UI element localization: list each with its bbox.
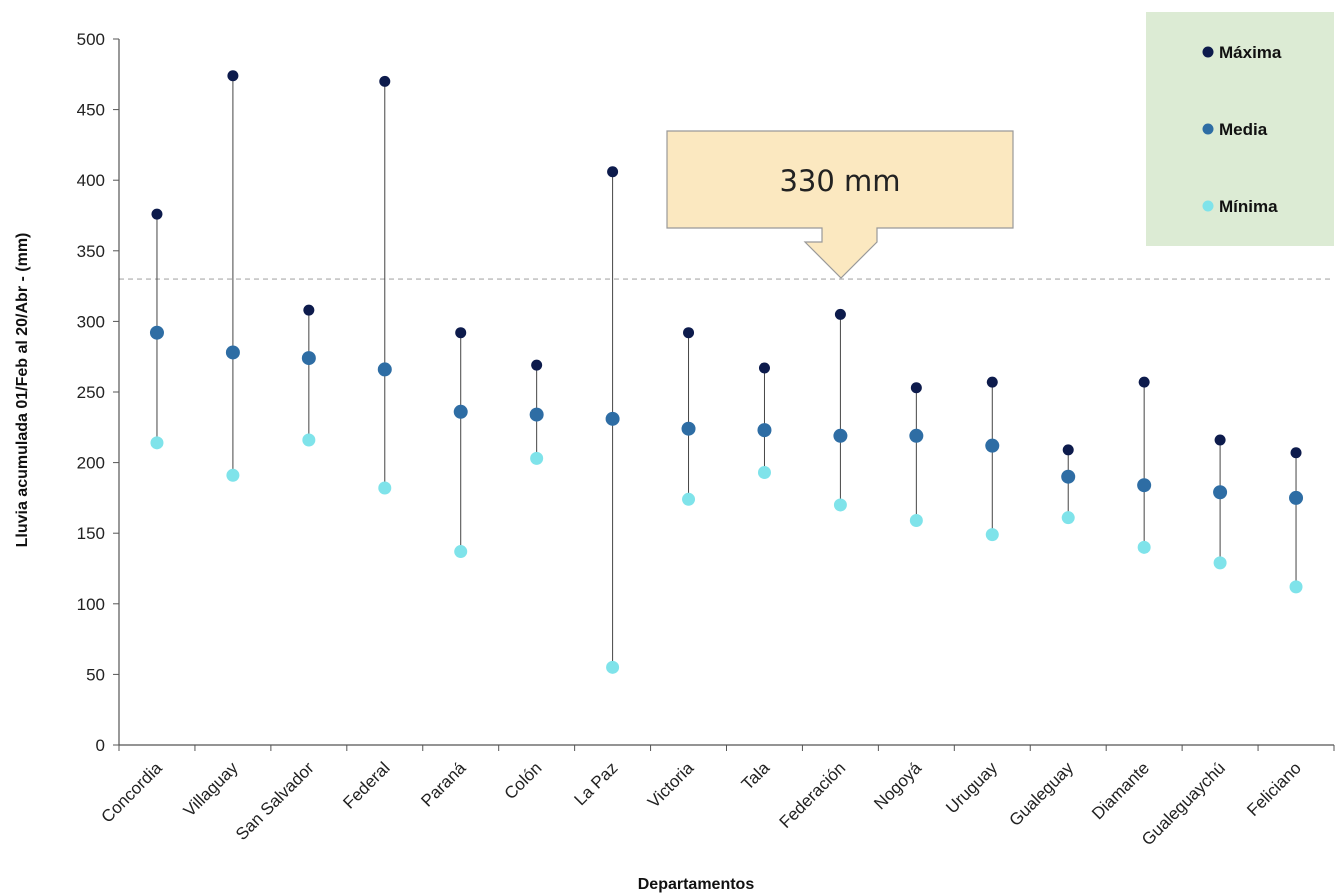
- point-minima: [1061, 511, 1075, 525]
- point-maxima: [1290, 447, 1302, 459]
- x-axis-title: Departamentos: [638, 876, 755, 893]
- y-tick-label: 500: [77, 30, 105, 49]
- legend-entries: Máxima Media Mínima: [1202, 43, 1282, 216]
- callout: 330 mm: [666, 130, 1014, 279]
- y-tick-label: 50: [86, 665, 105, 684]
- point-minima: [1289, 580, 1303, 594]
- point-maxima: [607, 166, 619, 178]
- point-minima: [909, 513, 923, 527]
- y-tick-label: 350: [77, 242, 105, 261]
- callout-arrow-box: [666, 130, 1014, 279]
- x-tick-label: Gualeguay: [1005, 758, 1077, 830]
- legend-marker-maxima: [1202, 46, 1214, 58]
- point-minima: [530, 451, 544, 465]
- point-maxima: [1138, 376, 1150, 388]
- point-minima: [985, 528, 999, 542]
- point-media: [1061, 469, 1076, 484]
- y-tick-label: 0: [96, 736, 105, 755]
- x-tick-label: San Salvador: [232, 758, 318, 844]
- axes-group: [113, 38, 1335, 751]
- point-maxima: [151, 208, 163, 220]
- x-tick-label: Concordia: [98, 758, 167, 827]
- x-tick-label: Colón: [501, 758, 546, 803]
- x-tick-label: Federación: [776, 758, 850, 832]
- point-media: [1137, 478, 1152, 493]
- legend-marker-minima: [1202, 200, 1214, 212]
- y-tick-label: 250: [77, 383, 105, 402]
- point-minima: [454, 545, 468, 559]
- point-media: [301, 351, 316, 366]
- range-lines-group: [156, 75, 1297, 668]
- point-maxima: [379, 75, 391, 87]
- point-media: [377, 362, 392, 377]
- point-minima: [1213, 556, 1227, 570]
- legend-label-media: Media: [1219, 120, 1268, 139]
- point-media: [149, 325, 164, 340]
- point-media: [681, 421, 696, 436]
- y-tick-label: 400: [77, 171, 105, 190]
- point-media: [1213, 485, 1228, 500]
- x-tick-label: Feliciano: [1243, 758, 1305, 820]
- point-minima: [302, 433, 316, 447]
- point-minima: [606, 660, 620, 674]
- point-media: [1289, 490, 1304, 505]
- point-maxima: [910, 382, 922, 394]
- x-tick-label: Paraná: [417, 758, 470, 811]
- y-tick-label: 100: [77, 595, 105, 614]
- point-media: [757, 423, 772, 438]
- point-maxima: [455, 327, 467, 339]
- x-tick-label: Victoria: [644, 758, 698, 812]
- x-tick-label: Villaguay: [180, 758, 242, 820]
- point-media: [833, 428, 848, 443]
- point-maxima: [834, 308, 846, 320]
- point-minima: [226, 468, 240, 482]
- legend-label-maxima: Máxima: [1219, 43, 1282, 62]
- y-axis-title: Lluvia acumulada 01/Feb al 20/Abr - (mm): [14, 233, 31, 548]
- point-minima: [378, 481, 392, 495]
- point-media: [453, 404, 468, 419]
- point-minima: [1137, 540, 1151, 554]
- point-media: [909, 428, 924, 443]
- x-tick-label: Nogoyá: [870, 758, 925, 813]
- legend-label-minima: Mínima: [1219, 197, 1278, 216]
- point-media: [529, 407, 544, 422]
- point-maxima: [1214, 434, 1226, 446]
- point-minima: [757, 465, 771, 479]
- y-tick-label: 300: [77, 312, 105, 331]
- y-tick-label: 200: [77, 454, 105, 473]
- x-tick-label: Tala: [738, 758, 774, 794]
- point-minima: [150, 436, 164, 450]
- point-media: [985, 438, 1000, 453]
- point-minima: [682, 492, 696, 506]
- x-tick-label: Federal: [339, 758, 393, 812]
- point-media: [605, 411, 620, 426]
- point-maxima: [1062, 444, 1074, 456]
- x-tick-label: Diamante: [1088, 758, 1153, 823]
- point-maxima: [986, 376, 998, 388]
- legend: Máxima Media Mínima: [1146, 12, 1334, 246]
- point-minima: [833, 498, 847, 512]
- callout-label: 330 mm: [779, 164, 900, 198]
- point-maxima: [683, 327, 695, 339]
- x-tick-label: Uruguay: [942, 758, 1001, 817]
- point-maxima: [758, 362, 770, 374]
- y-tick-label: 150: [77, 524, 105, 543]
- point-maxima: [531, 359, 543, 371]
- points-group: [149, 70, 1304, 674]
- legend-box: [1146, 12, 1334, 246]
- y-tick-label: 450: [77, 101, 105, 120]
- point-maxima: [227, 70, 239, 82]
- point-maxima: [303, 304, 315, 316]
- legend-marker-media: [1202, 123, 1214, 135]
- point-media: [225, 345, 240, 360]
- x-tick-label: La Paz: [571, 758, 622, 809]
